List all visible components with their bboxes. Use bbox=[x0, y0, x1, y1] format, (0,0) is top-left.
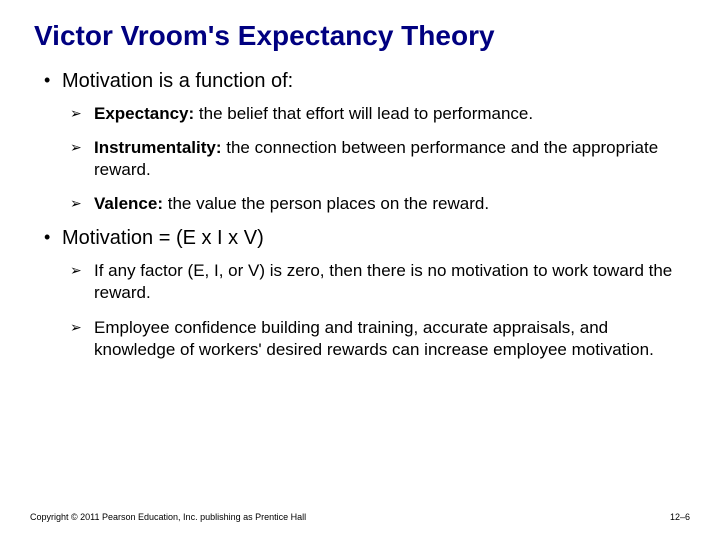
sub-bullet-list: If any factor (E, I, or V) is zero, then… bbox=[70, 260, 690, 360]
page-number: 12–6 bbox=[670, 512, 690, 522]
copyright-text: Copyright © 2011 Pearson Education, Inc.… bbox=[30, 512, 306, 522]
bullet-text: Motivation is a function of: bbox=[62, 70, 293, 92]
sub-bullet-item: Instrumentality: the connection between … bbox=[70, 137, 690, 181]
bullet-item: Motivation is a function of: Expectancy:… bbox=[40, 70, 690, 215]
bullet-list: Motivation is a function of: Expectancy:… bbox=[40, 70, 690, 361]
sub-bullet-item: Expectancy: the belief that effort will … bbox=[70, 103, 690, 125]
bullet-item: Motivation = (E x I x V) If any factor (… bbox=[40, 227, 690, 360]
definition: If any factor (E, I, or V) is zero, then… bbox=[94, 261, 672, 302]
sub-bullet-item: Valence: the value the person places on … bbox=[70, 193, 690, 215]
term: Expectancy: bbox=[94, 104, 194, 123]
term: Instrumentality: bbox=[94, 138, 222, 157]
definition: the value the person places on the rewar… bbox=[163, 194, 489, 213]
definition: the belief that effort will lead to perf… bbox=[194, 104, 533, 123]
term: Valence: bbox=[94, 194, 163, 213]
definition: Employee confidence building and trainin… bbox=[94, 318, 654, 359]
sub-bullet-item: If any factor (E, I, or V) is zero, then… bbox=[70, 260, 690, 304]
bullet-text: Motivation = (E x I x V) bbox=[62, 227, 264, 249]
slide-title: Victor Vroom's Expectancy Theory bbox=[34, 20, 690, 52]
sub-bullet-item: Employee confidence building and trainin… bbox=[70, 317, 690, 361]
sub-bullet-list: Expectancy: the belief that effort will … bbox=[70, 103, 690, 215]
